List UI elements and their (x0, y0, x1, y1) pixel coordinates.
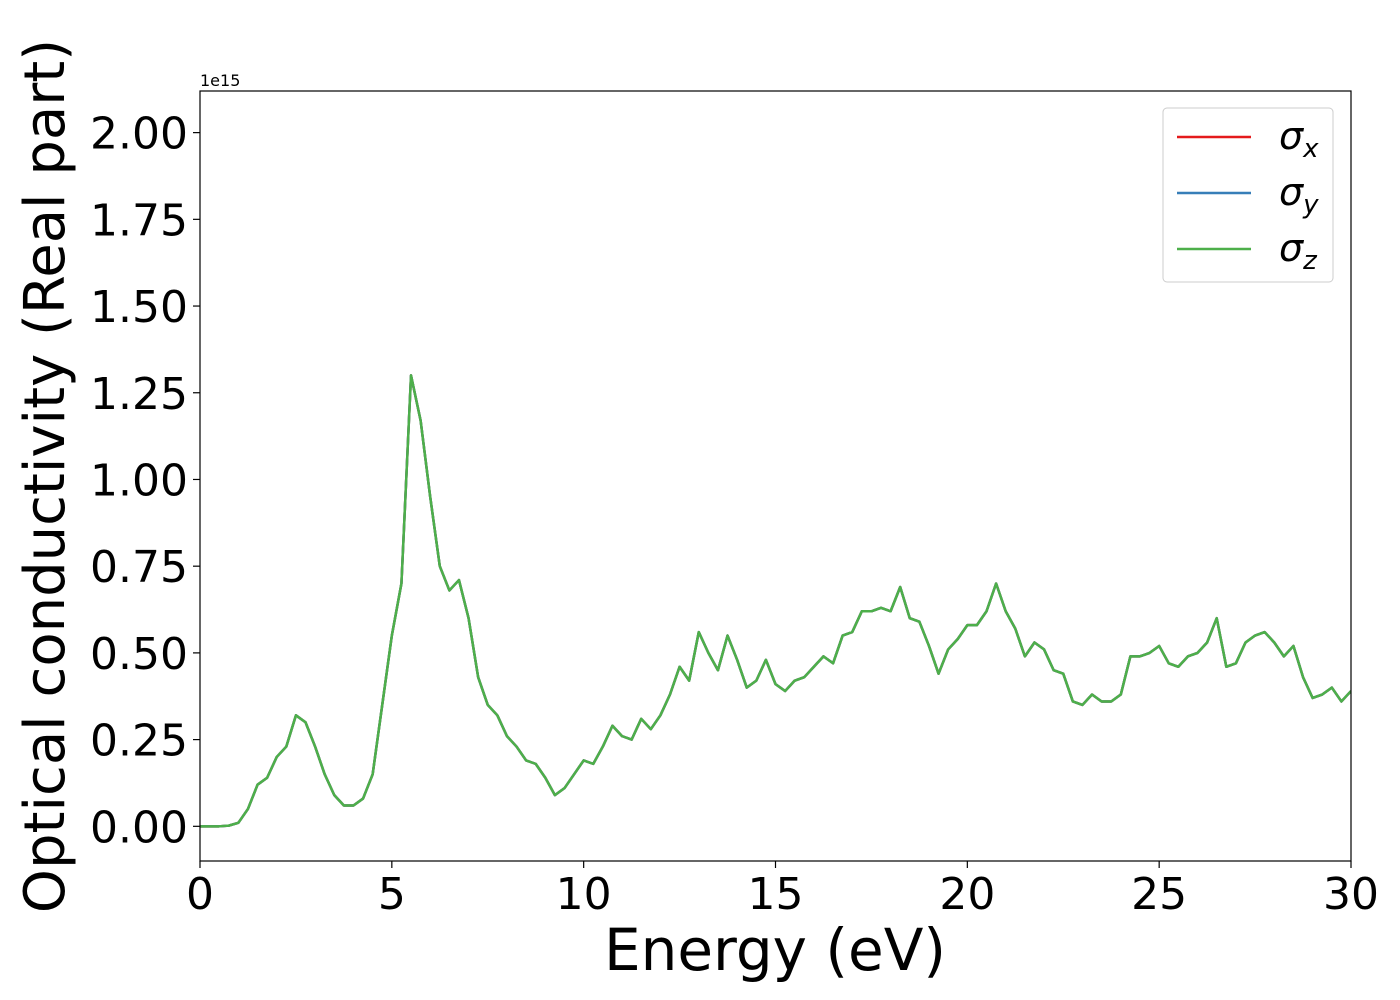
y-tick-label: 1.25 (90, 369, 188, 420)
legend-label: σy (1279, 170, 1319, 220)
x-axis-label: Energy (eV) (604, 916, 946, 984)
y-tick-label: 0.25 (90, 716, 188, 767)
plot-frame (199, 90, 1352, 862)
y-tick-label: 2.00 (90, 109, 188, 160)
legend-box (1162, 107, 1334, 283)
y-tick-label: 1.00 (90, 455, 188, 506)
offset-label: 1e15 (200, 71, 240, 90)
x-tick-label: 10 (556, 869, 612, 920)
x-tick-label: 20 (939, 869, 995, 920)
y-tick-label: 0.75 (90, 542, 188, 593)
x-tick-label: 5 (378, 869, 406, 920)
y-axis-label: Optical conductivity (Real part) (13, 39, 78, 913)
y-tick-label: 0.50 (90, 629, 188, 680)
x-tick-label: 15 (748, 869, 804, 920)
y-tick-label: 0.00 (90, 802, 188, 853)
x-tick-label: 30 (1323, 869, 1379, 920)
y-tick-label: 1.50 (90, 282, 188, 333)
x-tick-label: 25 (1131, 869, 1187, 920)
y-tick-label: 1.75 (90, 195, 188, 246)
series-line (200, 374, 1351, 828)
legend-label: σz (1279, 226, 1318, 276)
x-tick-label: 0 (186, 869, 214, 920)
legend-label: σx (1279, 114, 1319, 164)
